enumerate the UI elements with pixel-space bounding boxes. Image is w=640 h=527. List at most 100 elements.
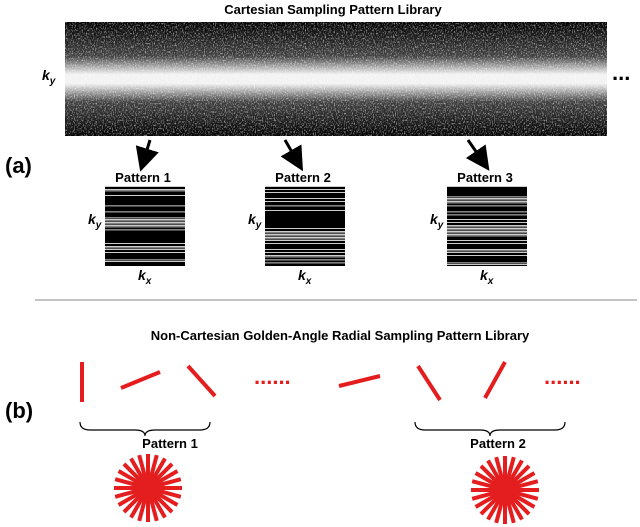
stripe (265, 256, 345, 258)
stripe (105, 190, 185, 192)
stripe (447, 199, 527, 201)
stripe (105, 229, 185, 231)
stripe (265, 249, 345, 250)
stripe (265, 240, 345, 241)
kx-label: kx (138, 267, 152, 287)
k: k (430, 211, 439, 227)
title-a: Cartesian Sampling Pattern Library (224, 2, 442, 17)
stripe (447, 198, 527, 199)
stripe (105, 186, 185, 187)
sub: y (95, 220, 102, 231)
spoke (471, 479, 539, 501)
pattern-b: Pattern 2 (470, 436, 526, 451)
pattern-title: Pattern 3 (457, 170, 513, 185)
stripe (105, 211, 185, 213)
stripe (447, 228, 527, 229)
stripe (265, 262, 345, 264)
stripe (105, 223, 185, 225)
stripe (447, 205, 527, 207)
stripe (447, 226, 527, 228)
stripe (105, 219, 185, 220)
stripe (447, 229, 527, 231)
stripe (447, 255, 527, 256)
stripe (105, 243, 185, 244)
k: k (138, 267, 147, 283)
stripe (447, 222, 527, 223)
spokes (80, 361, 507, 402)
ky-label: ky (430, 211, 444, 231)
pattern-title: Pattern 1 (115, 170, 171, 185)
stripe (447, 235, 527, 237)
stripe (105, 249, 185, 250)
stripe (265, 252, 345, 253)
stripe (447, 219, 527, 220)
stripe (105, 217, 185, 219)
stripe (265, 186, 345, 187)
stripe (447, 211, 527, 213)
stripe (265, 234, 345, 235)
stripe (105, 195, 185, 196)
pattern-box (105, 186, 185, 266)
stripe (447, 234, 527, 235)
sub: y (437, 220, 444, 231)
stripe (447, 252, 527, 253)
stripe (447, 240, 527, 241)
stripe (265, 255, 345, 256)
stripe (105, 226, 185, 228)
pattern-title: Pattern 2 (275, 170, 331, 185)
stripe (265, 243, 345, 244)
stripe (265, 231, 345, 232)
stripe (105, 252, 185, 253)
stripe (265, 210, 345, 211)
ellipsis-b2: ...... (544, 364, 581, 389)
sub: x (145, 276, 152, 287)
sub: x (305, 276, 312, 287)
title-b: Non-Cartesian Golden-Angle Radial Sampli… (151, 328, 530, 343)
stripe (447, 202, 527, 204)
braces (79, 421, 566, 437)
stripe (265, 198, 345, 199)
kx-label: kx (480, 267, 494, 287)
stripe (447, 196, 527, 198)
library-image (65, 22, 607, 136)
sub: y (255, 220, 262, 231)
stripe (447, 264, 527, 265)
ellipsis-a: ... (612, 60, 630, 85)
stripe (105, 259, 185, 261)
stripe (265, 201, 345, 202)
ky-label: ky (248, 211, 262, 231)
ky-label: ky (88, 211, 102, 231)
stripe (447, 262, 527, 264)
stripe (105, 246, 185, 247)
stripe (447, 186, 527, 187)
stripe (265, 238, 345, 240)
pattern-b: Pattern 1 (142, 436, 198, 451)
k: k (248, 211, 257, 227)
k: k (480, 267, 489, 283)
ellipsis-b1: ...... (254, 364, 291, 389)
k: k (88, 211, 97, 227)
stripe (447, 243, 527, 244)
sub: x (487, 276, 494, 287)
stripe (265, 232, 345, 234)
stripe (265, 235, 345, 237)
radial-patterns (114, 454, 539, 524)
stripe (265, 259, 345, 261)
stripe (105, 220, 185, 222)
stripe (105, 205, 185, 207)
stripe (447, 201, 527, 202)
kx-label: kx (298, 267, 312, 287)
stripe (105, 225, 185, 226)
stripe (447, 249, 527, 250)
stripe (105, 222, 185, 223)
k: k (298, 267, 307, 283)
stripe (265, 189, 345, 190)
stripe (447, 214, 527, 216)
stripe (105, 261, 185, 262)
stripe (105, 247, 185, 249)
stripe (265, 205, 345, 207)
stripe (105, 189, 185, 190)
arrows (135, 139, 490, 172)
stripe (447, 232, 527, 234)
